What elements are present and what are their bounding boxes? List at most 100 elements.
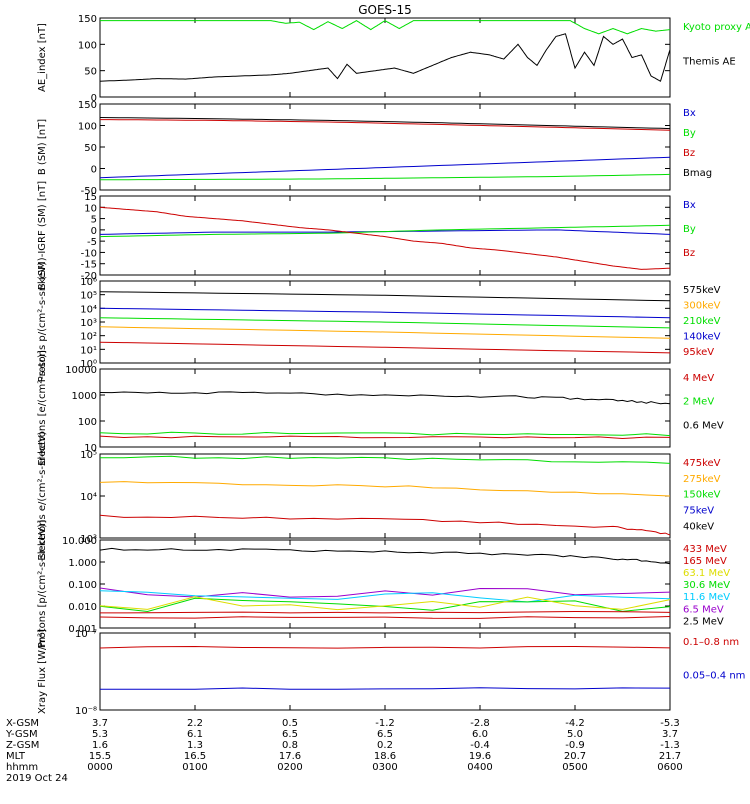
y-tick-label: 0.001 <box>68 624 97 635</box>
legend-label: 2 MeV <box>683 397 714 408</box>
y-tick-label: 150 <box>78 100 97 111</box>
footer-value: 6.1 <box>187 729 203 740</box>
y-tick-label: 1000 <box>72 391 97 402</box>
y-axis-label: AE_index [nT] <box>37 23 48 92</box>
footer-value: 1.3 <box>187 740 203 751</box>
series-line <box>99 307 671 319</box>
series-line <box>99 687 671 690</box>
y-tick-label: 10 <box>84 443 97 454</box>
y-tick-label: 10¹ <box>80 345 97 356</box>
footer-value: 6.0 <box>472 729 488 740</box>
legend-label: Kyoto proxy AE <box>683 22 750 33</box>
footer-value: 3.7 <box>662 729 678 740</box>
panel-2: -50 0 50 100 150 B (SM) [nT] Bx By Bz Bmag <box>37 100 712 197</box>
legend-label: 4 MeV <box>683 373 714 384</box>
series-line <box>99 391 671 405</box>
footer-value: 5.0 <box>567 729 583 740</box>
series-line <box>99 173 671 181</box>
footer-value: -1.2 <box>375 718 395 729</box>
legend-label: 40keV <box>683 521 714 532</box>
footer-value: 1.6 <box>92 740 108 751</box>
legend-label: 0.1–0.8 nm <box>683 637 739 648</box>
panel-frame <box>99 632 671 711</box>
y-tick-label: 10³ <box>80 318 97 329</box>
series-line <box>99 645 671 649</box>
footer-value: 3.7 <box>92 718 108 729</box>
y-tick-label: 10⁻⁷ <box>75 629 97 640</box>
series-line <box>99 616 671 619</box>
legend-label: 63.1 MeV <box>683 568 730 579</box>
series-line <box>99 596 671 611</box>
footer-value: 0600 <box>657 762 682 773</box>
series-line <box>99 156 671 179</box>
legend-label: By <box>683 224 696 235</box>
legend-label: 275keV <box>683 474 721 485</box>
plot-title: GOES-15 <box>358 3 412 17</box>
y-tick-label: -10 <box>81 248 97 259</box>
y-tick-label: 150 <box>78 14 97 25</box>
legend-label: 95keV <box>683 347 714 358</box>
footer-value: 18.6 <box>374 751 396 762</box>
y-tick-label: -20 <box>81 271 97 282</box>
legend-label: 11.6 MeV <box>683 592 730 603</box>
series-line <box>99 326 671 339</box>
panel-7: 0.001 0.010 0.100 1.000 10.000 Protons [p/(cm… <box>37 520 730 648</box>
y-tick-label: 50 <box>84 143 97 154</box>
y-tick-label: -50 <box>81 186 97 197</box>
y-tick-label: 1.000 <box>68 558 97 569</box>
legend-label: 0.6 MeV <box>683 420 724 431</box>
y-tick-label: 10⁵ <box>80 450 97 461</box>
y-axis-label: Protons [p/(cm²-s-sr-keV)] <box>37 520 48 648</box>
footer-value: 17.6 <box>279 751 301 762</box>
y-tick-label: 5 <box>91 215 97 226</box>
y-tick-label: 10⁴ <box>80 304 97 315</box>
series-line <box>99 514 671 536</box>
footer-value: 0100 <box>182 762 207 773</box>
footer-value: -1.3 <box>660 740 680 751</box>
y-tick-label: 100 <box>78 40 97 51</box>
legend-label: 475keV <box>683 458 721 469</box>
footer-value: 0.2 <box>377 740 393 751</box>
footer-value: 19.6 <box>469 751 491 762</box>
legend-label: By <box>683 128 696 139</box>
y-tick-label: 0 <box>91 226 97 237</box>
legend-label: Themis AE <box>682 56 736 67</box>
footer-value: 6.5 <box>377 729 393 740</box>
y-axis-label: Protons p/(cm²-s-sr-keV) <box>37 262 48 383</box>
footer-row-label: Z-GSM <box>6 740 39 751</box>
series-line <box>100 20 671 35</box>
legend-label: Bz <box>683 148 695 159</box>
legend-label: Bx <box>683 200 696 211</box>
panel-5: 10 100 1000 10000 Electrons [e/(cm²-s-sr)] 4 … <box>37 350 724 466</box>
series-line <box>99 317 671 329</box>
footer-value: 0000 <box>87 762 112 773</box>
panel-frame <box>99 17 671 98</box>
footer-value: 20.7 <box>564 751 586 762</box>
panel-frame <box>99 103 671 191</box>
y-tick-label: 10.000 <box>62 536 97 547</box>
legend-label: 75keV <box>683 506 714 517</box>
legend-label: Bmag <box>683 168 712 179</box>
footer-row-label: X-GSM <box>6 718 39 729</box>
y-tick-label: -5 <box>87 237 97 248</box>
series-line <box>99 341 671 354</box>
y-axis-label: Electrons e/(cm²-s-sr-keV) <box>37 431 48 560</box>
series-line <box>99 224 671 238</box>
legend-label: 150keV <box>683 490 721 501</box>
legend-label: 2.5 MeV <box>683 616 724 627</box>
panel-frame <box>99 368 671 448</box>
panel-frame <box>99 453 671 539</box>
legend-label: 6.5 MeV <box>683 604 724 615</box>
y-tick-label: 10000 <box>65 365 97 376</box>
y-tick-label: 0.100 <box>68 580 97 591</box>
y-tick-label: 10³ <box>80 534 97 545</box>
legend-label: 300keV <box>683 300 721 311</box>
footer-value: 0500 <box>562 762 587 773</box>
series-line <box>99 597 671 613</box>
legend-label: 575keV <box>683 285 721 296</box>
series-line <box>99 455 671 464</box>
y-tick-label: -15 <box>81 260 97 271</box>
footer-row-label: MLT <box>6 751 26 762</box>
